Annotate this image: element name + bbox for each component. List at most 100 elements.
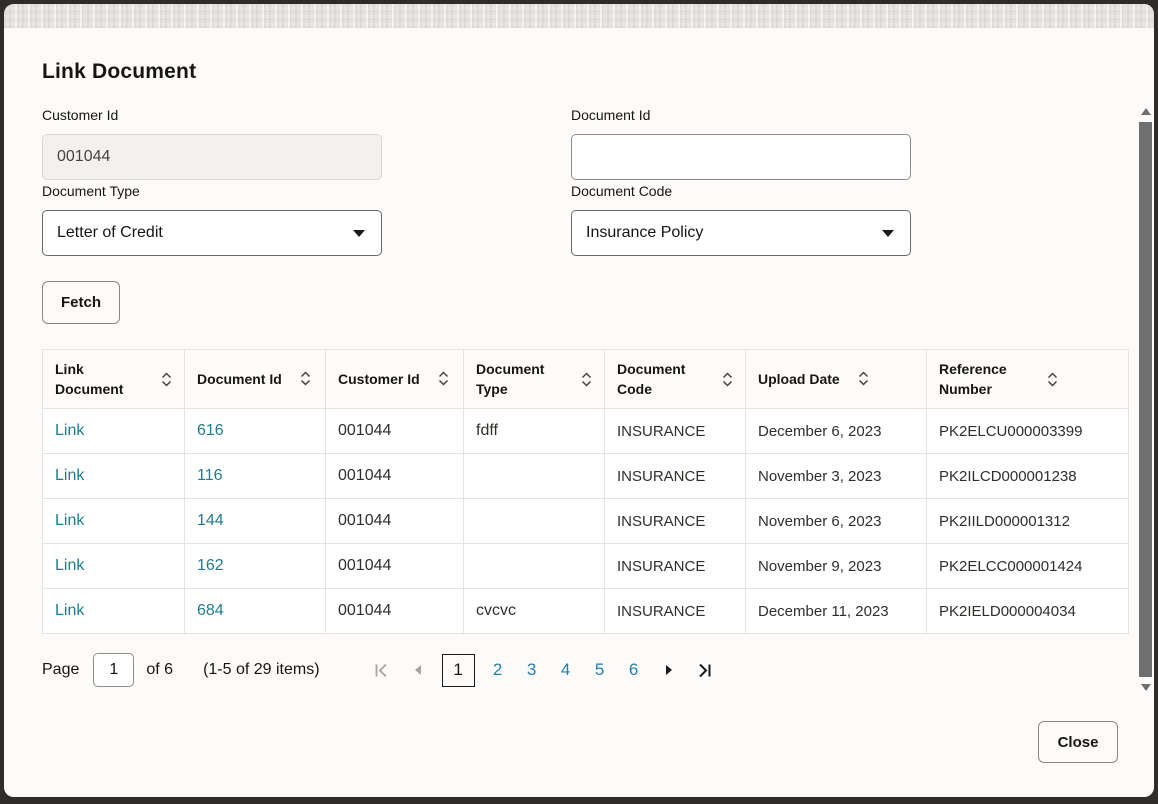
cell-link-document: Link [42,408,185,454]
cell-reference-number: PK2ELCU000003399 [926,408,1129,454]
close-button[interactable]: Close [1038,721,1118,763]
page-label: Page [42,661,80,678]
cell-document-code: INSURANCE [604,408,746,454]
document-id-link[interactable]: 162 [197,557,224,574]
last-page-icon[interactable] [695,660,715,680]
customer-id-label: Customer Id [42,107,119,123]
page-5[interactable]: 5 [594,660,605,679]
next-page-icon[interactable] [659,660,679,680]
document-type-selected-value: Letter of Credit [57,224,163,241]
cell-link-document: Link [42,543,185,589]
first-page-icon[interactable] [372,660,392,680]
column-header-upload_date[interactable]: Upload Date [745,349,927,409]
page-6[interactable]: 6 [628,660,639,679]
cell-document-code: INSURANCE [604,453,746,499]
page-4[interactable]: 4 [560,660,571,679]
column-header-reference_number[interactable]: Reference Number [926,349,1129,409]
cell-reference-number: PK2IILD000001312 [926,498,1129,544]
document-id-label: Document Id [571,107,651,123]
column-header-document_type[interactable]: Document Type [463,349,605,409]
cell-link-document: Link [42,498,185,544]
page-3[interactable]: 3 [526,660,537,679]
page-of-label: of 6 [146,661,174,678]
cell-document-type: fdff [463,408,605,454]
document-type-label: Document Type [42,183,140,199]
table-row: Link 116 001044 INSURANCE November 3, 2023 PK… [42,453,1129,499]
sort-icon[interactable] [1047,371,1058,388]
scrollbar-thumb[interactable] [1139,122,1152,677]
link-action[interactable]: Link [55,512,85,529]
customer-id-input[interactable] [42,134,382,180]
modal-window: Link Document Customer Id Document Id Do… [4,4,1154,797]
sort-icon[interactable] [300,370,311,387]
column-label: Document Code [617,360,686,397]
cell-document-code: INSURANCE [604,588,746,634]
column-header-link[interactable]: Link Document [42,349,185,409]
document-code-select[interactable]: Insurance Policy [571,210,911,256]
column-label: Link Document [55,360,124,397]
sort-icon[interactable] [438,370,449,387]
sort-icon[interactable] [581,371,592,388]
cell-upload-date: December 11, 2023 [745,588,927,634]
cell-upload-date: November 3, 2023 [745,453,927,499]
link-action[interactable]: Link [55,467,85,484]
cell-document-id: 616 [184,408,326,454]
documents-table: Link Document Document Id Customer Id Docum… [42,349,1129,634]
sort-icon[interactable] [722,371,733,388]
column-label: Upload Date [758,370,840,387]
page-1[interactable]: 1 [441,653,475,687]
cell-document-id: 116 [184,453,326,499]
chevron-down-icon [353,229,365,237]
table-row: Link 616 001044 fdff INSURANCE December 6, 20… [42,408,1129,454]
column-label: Customer Id [338,370,420,387]
sort-icon[interactable] [161,371,172,388]
cell-link-document: Link [42,588,185,634]
page-2[interactable]: 2 [492,660,503,679]
scrollbar-up-icon[interactable] [1139,108,1152,116]
column-label: Reference Number [939,360,1007,397]
link-action[interactable]: Link [55,602,85,619]
column-header-customer_id[interactable]: Customer Id [325,349,464,409]
cell-upload-date: December 6, 2023 [745,408,927,454]
column-header-document_code[interactable]: Document Code [604,349,746,409]
document-id-link[interactable]: 616 [197,422,224,439]
cell-document-code: INSURANCE [604,543,746,589]
document-id-input[interactable] [571,134,911,180]
cell-customer-id: 001044 [325,498,464,544]
cell-document-type: cvcvc [463,588,605,634]
fetch-button[interactable]: Fetch [42,281,120,324]
cell-document-type [463,453,605,499]
cell-link-document: Link [42,453,185,499]
cell-upload-date: November 9, 2023 [745,543,927,589]
cell-customer-id: 001044 [325,408,464,454]
document-id-link[interactable]: 116 [197,467,223,484]
document-id-link[interactable]: 684 [197,602,224,619]
document-type-select[interactable]: Letter of Credit [42,210,382,256]
pagination-bar: Page of 6 (1-5 of 29 items) 12 3 4 5 6 [42,650,723,690]
cell-document-type [463,498,605,544]
link-action[interactable]: Link [55,422,85,439]
sort-icon[interactable] [858,370,869,387]
link-action[interactable]: Link [55,557,85,574]
cell-customer-id: 001044 [325,543,464,589]
scrollbar-down-icon[interactable] [1139,684,1152,692]
cell-upload-date: November 6, 2023 [745,498,927,544]
table-row: Link 684 001044 cvcvc INSURANCE December 11, … [42,588,1129,634]
cell-document-id: 162 [184,543,326,589]
dimmed-page-backdrop [4,4,1154,28]
column-label: Document Id [197,370,282,387]
table-row: Link 144 001044 INSURANCE November 6, 2023 PK… [42,498,1129,544]
document-id-link[interactable]: 144 [197,512,224,529]
cell-reference-number: PK2IELD000004034 [926,588,1129,634]
cell-customer-id: 001044 [325,453,464,499]
document-code-label: Document Code [571,183,673,199]
column-header-document_id[interactable]: Document Id [184,349,326,409]
dialog-title: Link Document [42,60,197,83]
cell-customer-id: 001044 [325,588,464,634]
column-label: Document Type [476,360,545,397]
previous-page-icon[interactable] [408,660,428,680]
cell-document-id: 684 [184,588,326,634]
page-number-input[interactable] [93,653,135,687]
cell-document-type [463,543,605,589]
